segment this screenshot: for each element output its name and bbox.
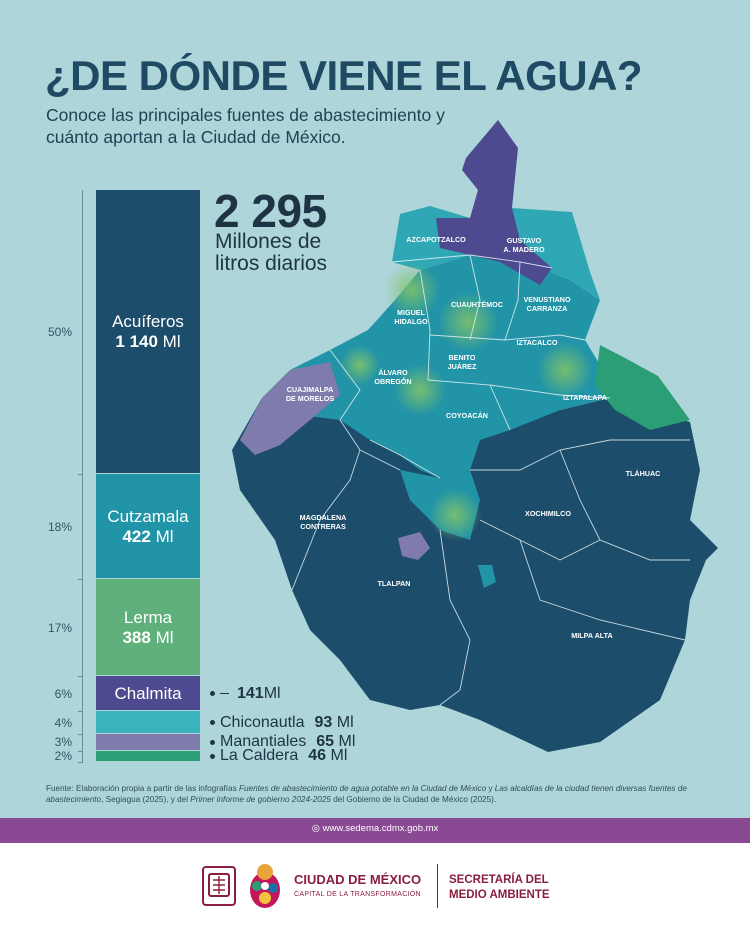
side-label: Chiconautla 93 Ml bbox=[210, 714, 354, 732]
category-name: Cutzamala bbox=[107, 506, 189, 526]
page-subtitle: Conoce las principales fuentes de abaste… bbox=[46, 105, 445, 147]
map-region-west bbox=[240, 362, 340, 455]
map-label: IZTAPALAPA bbox=[563, 393, 607, 402]
axis-tick bbox=[78, 734, 83, 736]
side-label: La Caldera 46 Ml bbox=[210, 747, 347, 765]
map-label: BENITO bbox=[448, 353, 475, 362]
globe-icon: ◎ bbox=[311, 823, 321, 834]
map-label: XOCHIMILCO bbox=[525, 509, 571, 518]
axis-tick bbox=[78, 762, 83, 763]
map-label: JUÁREZ bbox=[448, 362, 477, 371]
map-glow bbox=[537, 342, 593, 398]
secretaria-name: SECRETARÍA DEL MEDIO AMBIENTE bbox=[449, 874, 550, 901]
map-label: CONTRERAS bbox=[300, 522, 346, 531]
bar-segment-manantiales bbox=[96, 734, 200, 750]
map-label: VENUSTIANO bbox=[523, 295, 571, 304]
percent-label: 50% bbox=[47, 325, 72, 340]
data-label: 65 Ml bbox=[316, 733, 356, 751]
map-label: TLALPAN bbox=[377, 579, 410, 588]
percent-label: 17% bbox=[47, 620, 72, 635]
map-label: COYOACÁN bbox=[446, 411, 488, 420]
map-label: AZCAPOTZALCO bbox=[406, 235, 466, 244]
map-label: MAGDALENA bbox=[300, 513, 347, 522]
data-label: 422 Ml bbox=[122, 526, 174, 546]
chart-axis bbox=[82, 190, 83, 762]
map-region-south bbox=[232, 380, 718, 752]
bar-label: Cutzamala 422 Ml bbox=[96, 507, 200, 547]
axis-tick bbox=[78, 676, 83, 677]
map-label: DE MORELOS bbox=[286, 394, 335, 403]
data-label: 1 140 Ml bbox=[115, 332, 181, 352]
map-label: MILPA ALTA bbox=[571, 631, 612, 640]
map-region-central bbox=[262, 255, 610, 478]
map-glow bbox=[394, 364, 446, 416]
map-label: CUAUHTÉMOC bbox=[451, 300, 503, 309]
map-glow bbox=[340, 345, 380, 385]
map-region-east bbox=[595, 345, 690, 430]
map-glow bbox=[429, 489, 481, 541]
map-label: A. MADERO bbox=[503, 245, 545, 254]
bar-label: Acuíferos 1 140 Ml bbox=[96, 312, 200, 352]
bar-segment-chiconautla bbox=[96, 711, 200, 734]
bar-segment-chalmita bbox=[96, 676, 200, 711]
category-name: Manantiales bbox=[220, 733, 307, 751]
bar-label: Lerma 388 Ml bbox=[96, 608, 200, 648]
website-link[interactable]: ◎ www.sedema.cdmx.gob.mx bbox=[311, 823, 439, 834]
category-name: La Caldera bbox=[220, 747, 299, 765]
map-label: ÁLVARO bbox=[378, 368, 408, 377]
data-label: 141 Ml bbox=[210, 685, 281, 703]
total-value: 2 295 bbox=[214, 185, 327, 237]
footer bbox=[0, 843, 750, 937]
percent-label: 2% bbox=[54, 749, 72, 764]
map-label: MIGUEL bbox=[397, 308, 426, 317]
map-label: HIDALGO bbox=[394, 317, 428, 326]
axis-tick bbox=[78, 711, 83, 713]
city-name: CIUDAD DE MÉXICO bbox=[294, 872, 422, 887]
bar-segment-acuiferos bbox=[96, 190, 200, 474]
category-name: Chalmita bbox=[114, 683, 182, 703]
map-label: CARRANZA bbox=[527, 304, 568, 313]
category-name: Lerma bbox=[123, 607, 173, 627]
page-title: ¿DE DÓNDE VIENE EL AGUA? bbox=[45, 52, 643, 99]
map-label: TLÁHUAC bbox=[626, 469, 661, 478]
map-label: IZTACALCO bbox=[517, 338, 558, 347]
data-label: 93 Ml bbox=[314, 713, 354, 731]
bar-segment-cutzamala bbox=[96, 474, 200, 579]
percent-label: 18% bbox=[47, 519, 72, 534]
map-region-patch-2 bbox=[478, 565, 496, 588]
total-unit: Millones de litros diarios bbox=[215, 230, 328, 275]
city-emblem-icon bbox=[250, 864, 280, 908]
side-label: Manantiales 65 Ml bbox=[210, 733, 355, 751]
map-region-patch-1 bbox=[398, 532, 430, 560]
axis-tick bbox=[78, 579, 83, 581]
data-label: 46 Ml bbox=[308, 747, 348, 765]
map-label: CUAJIMALPA bbox=[287, 385, 334, 394]
axis-tick bbox=[78, 474, 83, 476]
url-band bbox=[0, 818, 750, 843]
map-label: OBREGÓN bbox=[374, 377, 411, 386]
city-tagline: CAPITAL DE LA TRANSFORMACIÓN bbox=[294, 891, 421, 898]
footer-divider bbox=[437, 864, 438, 908]
percent-label: 4% bbox=[54, 715, 72, 730]
data-label: 388 Ml bbox=[122, 627, 174, 647]
category-name: Chiconautla bbox=[220, 713, 305, 731]
percent-label: 6% bbox=[54, 686, 72, 701]
map-glow bbox=[438, 292, 498, 352]
percent-label: 3% bbox=[54, 735, 72, 750]
axis-tick bbox=[78, 750, 83, 752]
coat-of-arms-icon bbox=[202, 866, 236, 906]
map-region-gam bbox=[436, 120, 552, 285]
bar-segment-lerma bbox=[96, 579, 200, 675]
category-name: Acuíferos bbox=[112, 312, 184, 332]
bar-segment-la caldera bbox=[96, 750, 200, 761]
source-note: Fuente: Elaboración propia a partir de l… bbox=[46, 784, 687, 804]
cdmx-map: AZCAPOTZALCO GUSTAVO A. MADERO MIGUEL HI… bbox=[232, 120, 718, 752]
map-label: GUSTAVO bbox=[507, 236, 542, 245]
